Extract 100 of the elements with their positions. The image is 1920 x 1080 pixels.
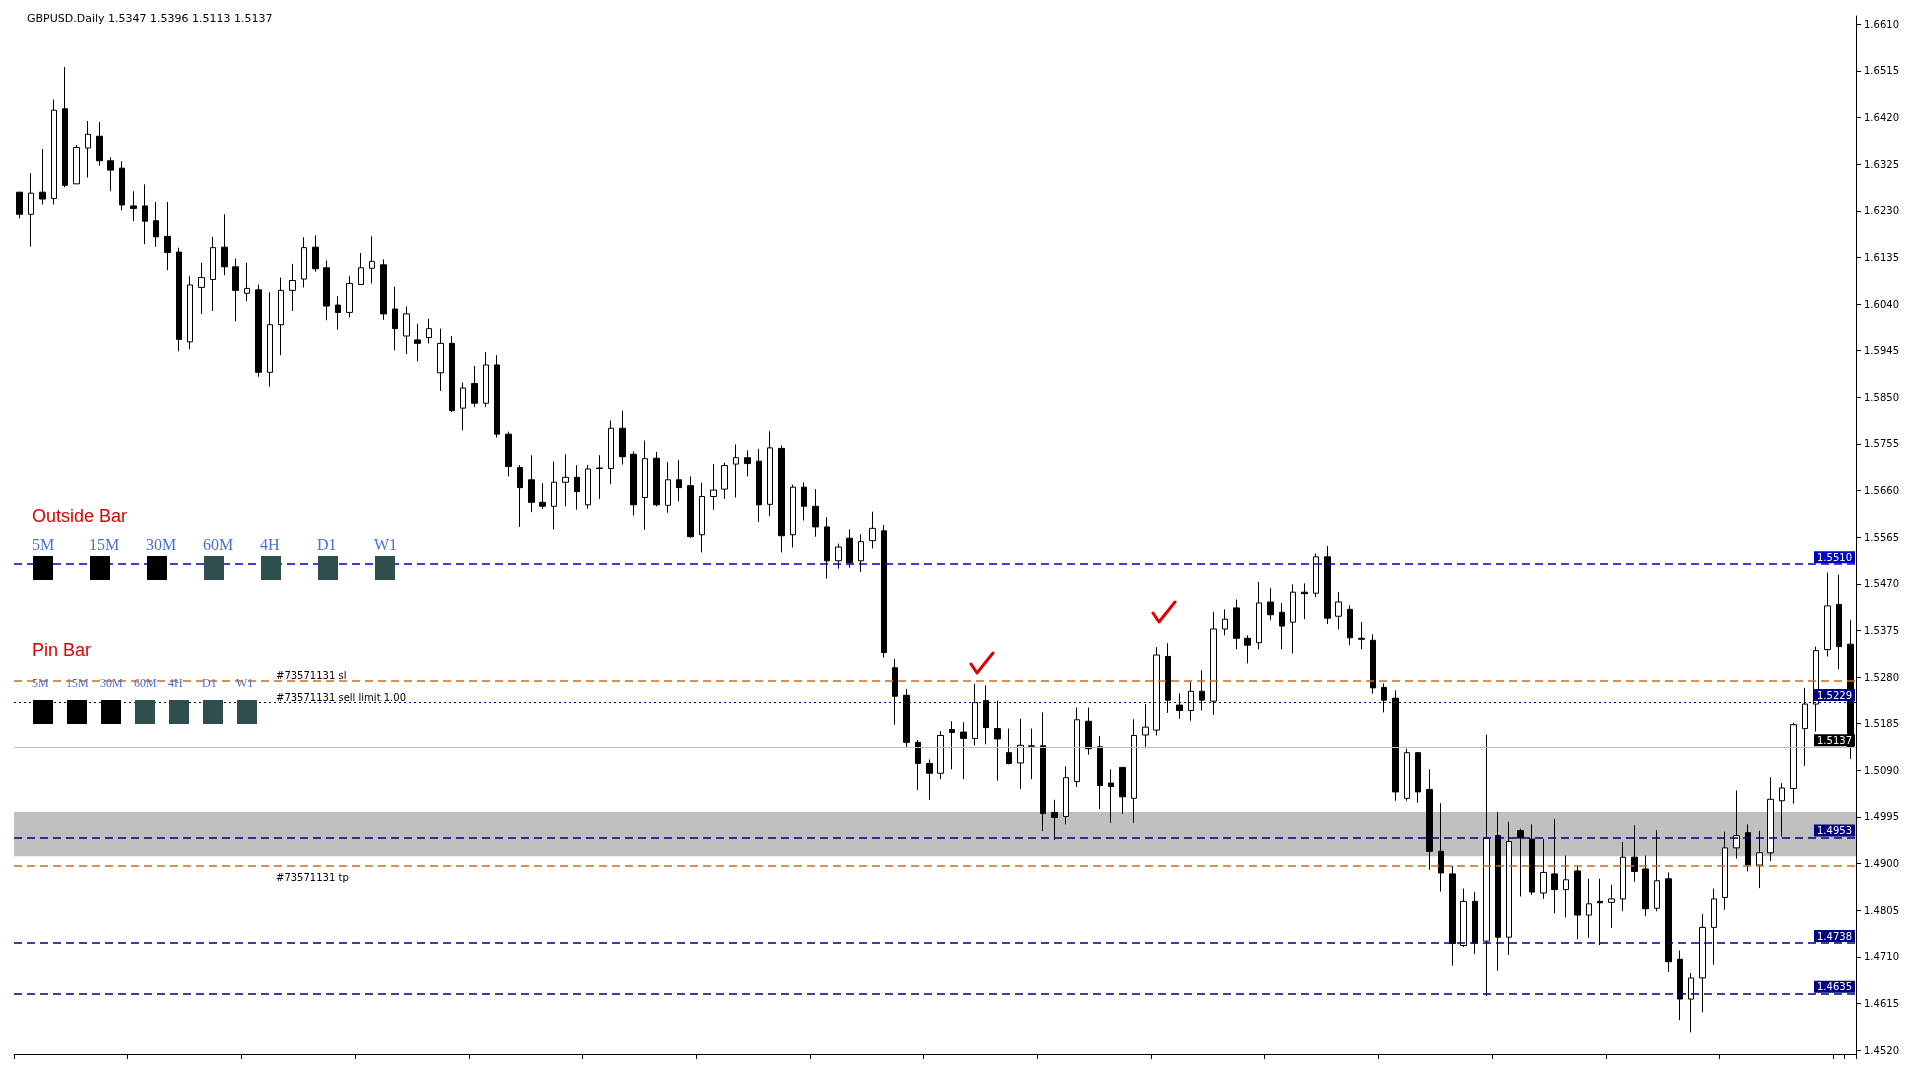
- candlestick: [39, 148, 46, 205]
- candlestick: [539, 482, 546, 510]
- candlestick: [130, 190, 137, 222]
- candlestick: [73, 144, 80, 185]
- annotation: Pin Bar: [32, 640, 92, 661]
- y-tick-label: 1.6040: [1864, 298, 1899, 310]
- candlestick: [869, 511, 876, 549]
- candlestick: [1495, 811, 1501, 972]
- candlestick: [1006, 728, 1012, 765]
- annotation: 30M: [146, 536, 177, 554]
- candlestick: [1733, 789, 1740, 860]
- y-tick-label: 1.6230: [1864, 205, 1899, 217]
- candlestick: [699, 482, 705, 553]
- candlestick: [1438, 802, 1444, 893]
- candlestick: [1324, 545, 1331, 625]
- candlestick: [278, 277, 284, 356]
- candlestick: [153, 201, 159, 248]
- candlestick: [574, 464, 580, 511]
- annotation: 4H: [168, 676, 183, 691]
- candlestick: [1404, 748, 1410, 802]
- candlestick: [551, 461, 557, 530]
- candlestick: [1460, 888, 1467, 948]
- candlestick: [1222, 608, 1228, 636]
- candlestick: [1347, 604, 1353, 646]
- candlestick: [1051, 799, 1058, 841]
- candlestick: [892, 658, 898, 726]
- annotation: 60M: [203, 536, 234, 554]
- candlestick: [1802, 687, 1808, 767]
- candlestick: [1711, 888, 1717, 966]
- candlestick: [1301, 582, 1308, 620]
- candlestick: [1028, 728, 1035, 780]
- candlestick: [358, 252, 364, 285]
- candlestick: [346, 275, 353, 318]
- candlestick: [198, 262, 205, 315]
- candlestick: [1063, 765, 1069, 825]
- candlestick: [1199, 669, 1205, 711]
- candlestick: [1779, 782, 1785, 838]
- candlestick: [1529, 823, 1535, 896]
- candlestick: [1358, 621, 1365, 650]
- candlestick: [812, 488, 819, 538]
- y-tick-label: 1.5470: [1864, 578, 1899, 590]
- candlestick: [1244, 634, 1251, 664]
- chart-title: GBPUSD.Daily 1.5347 1.5396 1.5113 1.5137: [27, 12, 273, 25]
- candlestick: [369, 235, 375, 284]
- candlestick: [1085, 707, 1092, 756]
- candlestick: [1642, 855, 1649, 917]
- y-tick-label: 1.4805: [1864, 904, 1899, 916]
- candlestick: [937, 730, 944, 780]
- candlestick: [858, 533, 864, 573]
- candlestick: [1188, 681, 1194, 722]
- annotation: 4H: [260, 536, 280, 554]
- y-tick-label: 1.6325: [1864, 158, 1899, 170]
- candlestick: [1097, 735, 1103, 810]
- annotation: D1: [317, 536, 337, 554]
- candlestick: [1620, 841, 1626, 912]
- candlestick: [1790, 722, 1797, 805]
- candlestick: [244, 262, 250, 302]
- candlestick: [1210, 611, 1217, 716]
- candlestick: [335, 295, 341, 331]
- candlestick: [289, 263, 296, 312]
- candlestick: [1153, 646, 1160, 736]
- candlestick: [267, 291, 273, 388]
- y-tick-label: 1.6610: [1864, 18, 1899, 30]
- candlestick: [1517, 828, 1524, 897]
- candlestick: [687, 475, 694, 539]
- candlestick: [1472, 891, 1478, 955]
- candlestick: [301, 236, 307, 288]
- candlestick: [107, 156, 114, 192]
- candlestick: [1176, 692, 1183, 720]
- candlestick: [1415, 751, 1421, 804]
- candlestick: [903, 688, 910, 749]
- candlestick: [1108, 768, 1114, 824]
- candlestick: [926, 759, 933, 801]
- candlestick: [596, 454, 603, 500]
- candlestick: [16, 191, 23, 219]
- candlestick: [562, 453, 569, 507]
- candlestick: [1449, 865, 1456, 967]
- annotation: #73571131 sl: [276, 669, 347, 681]
- candlestick: [1142, 703, 1149, 749]
- candlestick: [28, 172, 34, 248]
- candlestick: [210, 236, 216, 312]
- candlestick: [1586, 878, 1592, 939]
- candlestick: [1256, 581, 1262, 650]
- candlestick: [710, 463, 717, 511]
- candlestick: [1824, 572, 1831, 657]
- y-tick-label: 1.5755: [1864, 438, 1899, 450]
- candlestick: [1279, 602, 1285, 650]
- candlestick: [1563, 855, 1569, 919]
- candlestick: [983, 684, 989, 745]
- y-tick-label: 1.5945: [1864, 345, 1899, 357]
- candlestick: [1506, 821, 1512, 956]
- candlestick: [1483, 734, 1490, 997]
- candlestick: [960, 721, 967, 780]
- candlestick: [164, 201, 171, 271]
- candlestick: [1745, 823, 1751, 872]
- candlestick: [881, 524, 887, 658]
- candlestick: [1699, 913, 1706, 1013]
- candlestick: [676, 459, 682, 502]
- candlestick: [1756, 830, 1763, 889]
- candlestick: [1688, 972, 1694, 1033]
